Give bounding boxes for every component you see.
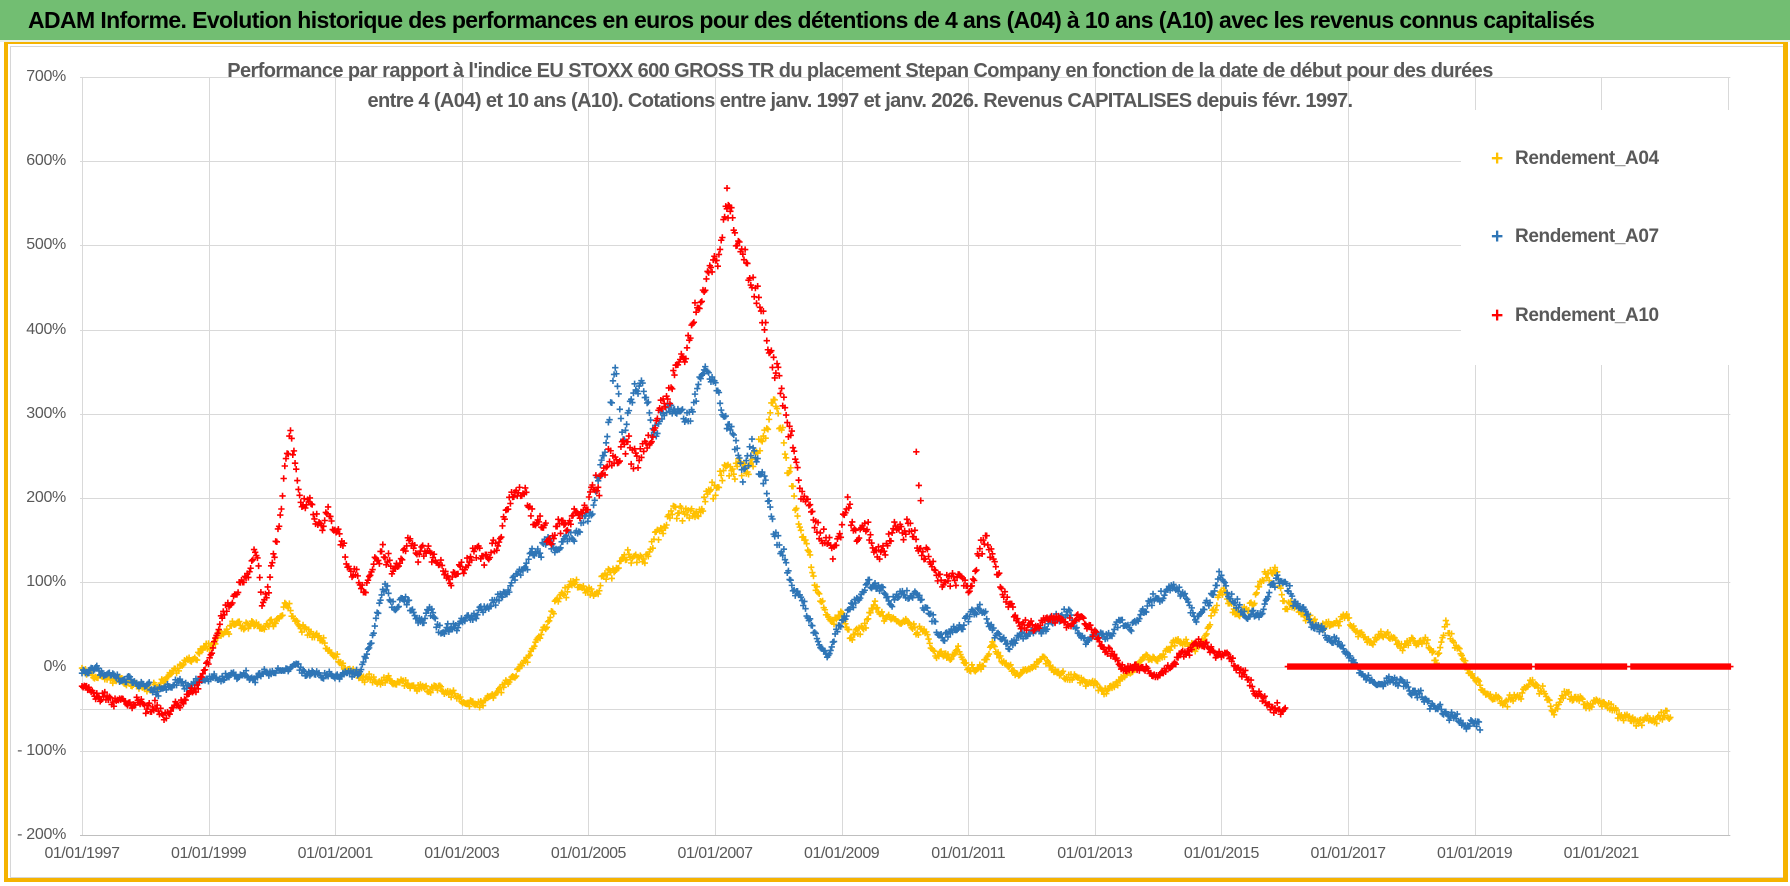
y-axis-tick-label: 300% — [26, 404, 66, 422]
x-axis-tick-label: 01/01/2003 — [424, 845, 500, 862]
x-axis-tick-label: 01/01/2001 — [297, 845, 374, 862]
y-axis-tick-label: 500% — [26, 236, 66, 254]
legend-item-rendement_a07: + Rendement_A07 — [1461, 226, 1776, 248]
chart-title-line2: entre 4 (A04) et 10 ans (A10). Cotations… — [367, 90, 1354, 112]
y-axis-tick-label: 200% — [26, 489, 66, 507]
chart-title-line1: Performance par rapport à l'indice EU ST… — [227, 60, 1493, 82]
y-axis-tick-label: - 100% — [17, 741, 66, 759]
x-axis-tick-label: 01/01/2015 — [1183, 845, 1260, 862]
y-axis-tick-label: - 200% — [17, 825, 66, 843]
x-axis-tick-label: 01/01/2009 — [804, 845, 880, 862]
frame-left — [4, 42, 8, 882]
x-axis-tick-label: 01/01/1999 — [171, 845, 247, 862]
legend-plus-marker-icon: + — [1491, 225, 1504, 249]
legend-label: Rendement_A04 — [1515, 148, 1659, 170]
y-axis-tick-label: 700% — [26, 68, 66, 85]
x-axis-tick-label: 01/01/2013 — [1057, 845, 1133, 862]
y-axis-tick-label: 0% — [43, 657, 66, 675]
x-axis-tick-label: 01/01/1997 — [44, 845, 120, 862]
legend-item-rendement_a10: + Rendement_A10 — [1461, 305, 1776, 327]
y-axis-tick-label: 100% — [26, 573, 66, 591]
x-axis-tick-label: 01/01/2017 — [1310, 845, 1386, 862]
legend-label: Rendement_A10 — [1515, 304, 1659, 326]
frame-top — [4, 42, 1788, 44]
frame-bottom — [4, 878, 1788, 882]
legend-plus-marker-icon: + — [1491, 303, 1504, 327]
x-axis-tick-label: 01/01/2005 — [550, 845, 627, 862]
chart-title: Performance par rapport à l'indice EU ST… — [80, 56, 1640, 116]
x-axis-tick-label: 01/01/2019 — [1437, 845, 1513, 862]
chart-legend: + Rendement_A04 + Rendement_A07 + Rendement_A… — [1461, 110, 1776, 365]
frame-right — [1783, 42, 1788, 882]
x-axis-tick-label: 01/01/2011 — [931, 845, 1006, 862]
y-axis-tick-label: 600% — [26, 152, 66, 170]
legend-label: Rendement_A07 — [1515, 226, 1659, 248]
x-axis-tick-label: 01/01/2007 — [677, 845, 753, 862]
y-axis-tick-label: 400% — [26, 320, 66, 338]
legend-plus-marker-icon: + — [1491, 147, 1504, 171]
x-axis-tick-label: 01/01/2021 — [1563, 845, 1640, 862]
legend-item-rendement_a04: + Rendement_A04 — [1461, 148, 1776, 170]
